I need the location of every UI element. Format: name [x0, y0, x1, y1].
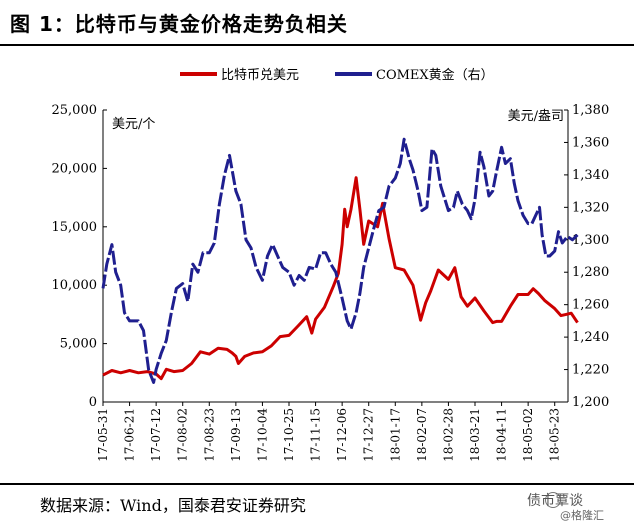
- x-tick-label: 17-11-15: [309, 408, 323, 462]
- right-tick-label: 1,320: [572, 200, 609, 215]
- right-unit-label: 美元/盎司: [508, 109, 564, 124]
- x-tick-label: 17-09-13: [229, 408, 243, 462]
- title-rule: [0, 44, 634, 46]
- left-unit-label: 美元/个: [112, 117, 155, 132]
- x-tick-label: 18-02-28: [441, 408, 455, 462]
- legend-label-bitcoin: 比特币兑美元: [221, 68, 299, 83]
- legend: 比特币兑美元 COMEX黄金（右）: [180, 67, 494, 83]
- x-tick-label: 18-05-23: [548, 408, 562, 462]
- series-lines: [101, 137, 579, 384]
- right-tick-label: 1,240: [572, 330, 609, 345]
- right-tick-label: 1,380: [572, 103, 609, 118]
- page-title: 图 1：比特币与黄金价格走势负相关: [10, 12, 348, 36]
- x-tick-label: 18-04-11: [495, 408, 509, 462]
- x-tick-label: 17-12-06: [335, 408, 349, 462]
- x-tick-label: 18-02-07: [415, 408, 429, 462]
- wechat-icon: [545, 492, 561, 508]
- right-tick-label: 1,360: [572, 135, 609, 150]
- x-tick-label: 17-05-31: [96, 408, 110, 462]
- right-tick-label: 1,200: [572, 395, 609, 410]
- x-tick-label: 18-05-02: [521, 408, 535, 462]
- series-line-bitcoin: [102, 176, 579, 381]
- x-tick-label: 17-12-27: [362, 408, 376, 462]
- x-tick-label: 17-08-23: [202, 408, 216, 462]
- bottom-rule: [0, 483, 634, 485]
- x-tick-label: 17-06-21: [123, 408, 137, 462]
- x-tick-label: 18-03-21: [468, 408, 482, 462]
- axes: 0 5,000 10,000 15,000 20,000 25,000 1,200 1,220…: [52, 103, 610, 462]
- legend-label-gold: COMEX黄金（右）: [376, 67, 494, 83]
- series-line-gold: [101, 137, 579, 384]
- left-tick-label: 15,000: [52, 220, 98, 235]
- left-tick-label: 0: [89, 395, 97, 410]
- x-tick-label: 17-07-12: [149, 408, 163, 462]
- x-tick-label: 17-10-04: [255, 408, 269, 462]
- left-tick-label: 25,000: [52, 103, 98, 118]
- left-tick-label: 20,000: [52, 161, 98, 176]
- x-tick-label: 18-01-17: [388, 408, 402, 462]
- right-tick-label: 1,280: [572, 265, 609, 280]
- right-tick-label: 1,340: [572, 168, 609, 183]
- watermark-sub: @格隆汇: [560, 509, 604, 522]
- line-chart: 比特币兑美元 COMEX黄金（右） 美元/个 美元/盎司 0 5,000 10,00…: [52, 67, 610, 462]
- left-tick-label: 10,000: [52, 278, 98, 293]
- watermark: 债市覃谈: [527, 493, 583, 509]
- source-note: 数据来源：Wind，国泰君安证券研究: [40, 496, 306, 515]
- right-tick-label: 1,300: [572, 233, 609, 248]
- right-tick-label: 1,220: [572, 363, 609, 378]
- x-tick-label: 17-10-25: [282, 408, 296, 462]
- right-tick-label: 1,260: [572, 298, 609, 313]
- left-tick-label: 5,000: [60, 337, 97, 352]
- x-tick-label: 17-08-02: [176, 408, 190, 462]
